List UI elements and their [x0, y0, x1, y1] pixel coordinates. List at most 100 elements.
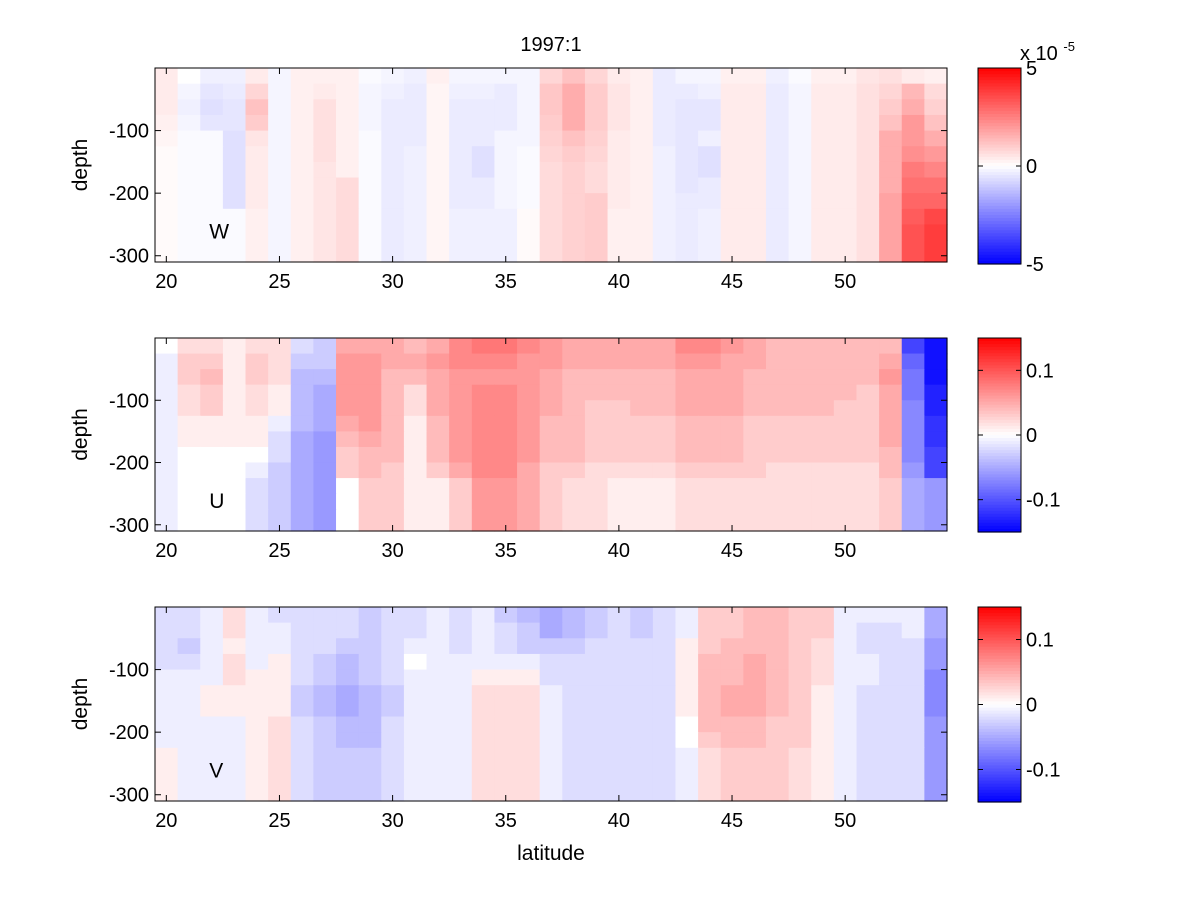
- heatmap-cell-u: [811, 446, 835, 464]
- heatmap-cell-u: [449, 446, 473, 464]
- colorbar-step-u: [978, 365, 1021, 369]
- heatmap-cell-v: [811, 716, 835, 733]
- heatmap-cell-u: [539, 493, 563, 510]
- colorbar-step-w: [978, 89, 1021, 94]
- colorbar-step-w: [978, 147, 1021, 152]
- colorbar-step-v: [978, 792, 1021, 797]
- heatmap-cell-w: [811, 83, 835, 100]
- heatmap-cell-w: [222, 83, 247, 100]
- heatmap-cell-u: [155, 462, 179, 479]
- heatmap-cell-w: [879, 177, 903, 194]
- heatmap-cell-w: [426, 161, 450, 179]
- heatmap-cell-v: [539, 638, 563, 655]
- colorbar-step-u: [978, 371, 1021, 375]
- colorbar-step-v: [978, 795, 1021, 800]
- heatmap-cell-u: [675, 446, 699, 464]
- panel-label-u: U: [209, 490, 224, 513]
- heatmap-cell-u: [177, 431, 201, 448]
- heatmap-cell-v: [222, 779, 247, 802]
- heatmap-cell-w: [833, 224, 858, 241]
- heatmap-cell-u: [630, 462, 654, 479]
- heatmap-cell-u: [562, 353, 586, 370]
- colorbar-step-v: [978, 725, 1021, 730]
- heatmap-cell-w: [720, 161, 744, 179]
- colorbar-step-v: [978, 759, 1021, 763]
- heatmap-cell-w: [833, 177, 858, 194]
- heatmap-cell-v: [901, 622, 925, 639]
- heatmap-cell-u: [765, 446, 790, 464]
- heatmap-cell-w: [336, 83, 360, 100]
- heatmap-cell-w: [290, 161, 314, 179]
- heatmap-cell-w: [358, 240, 382, 263]
- heatmap-cell-v: [539, 779, 563, 802]
- heatmap-cell-u: [879, 400, 903, 417]
- heatmap-cell-w: [562, 208, 586, 226]
- heatmap-cell-w: [652, 68, 677, 85]
- heatmap-cell-u: [313, 462, 337, 479]
- heatmap-cell-u: [313, 431, 337, 448]
- heatmap-cell-v: [652, 622, 677, 639]
- heatmap-cell-u: [222, 400, 247, 417]
- heatmap-cell-w: [788, 130, 812, 147]
- heatmap-cell-u: [765, 493, 790, 510]
- colorbar-tick-label-w: 0: [1026, 156, 1037, 178]
- heatmap-cell-u: [381, 431, 405, 448]
- colorbar-step-w: [978, 230, 1021, 234]
- heatmap-cell-w: [177, 224, 201, 241]
- heatmap-cell-w: [675, 224, 699, 241]
- heatmap-cell-w: [765, 193, 790, 210]
- heatmap-cell-w: [381, 224, 405, 241]
- heatmap-cell-v: [426, 669, 450, 686]
- x-tick-label-w: 50: [834, 271, 856, 293]
- heatmap-cell-w: [222, 224, 247, 241]
- heatmap-cell-v: [358, 716, 382, 733]
- heatmap-cell-u: [245, 462, 269, 479]
- x-tick-label-v: 45: [721, 810, 743, 832]
- heatmap-cell-w: [358, 208, 382, 226]
- heatmap-cell-w: [155, 130, 179, 147]
- heatmap-cell-v: [200, 700, 224, 718]
- heatmap-cell-u: [471, 369, 496, 386]
- heatmap-cell-v: [765, 653, 790, 671]
- heatmap-cell-v: [879, 638, 903, 655]
- heatmap-cell-v: [698, 685, 722, 702]
- heatmap-cell-w: [630, 99, 654, 116]
- heatmap-cell-w: [539, 146, 563, 163]
- colorbar-step-v: [978, 738, 1021, 742]
- heatmap-cell-u: [607, 353, 631, 370]
- colorbar-step-v: [978, 707, 1021, 712]
- colorbar-step-u: [978, 380, 1021, 385]
- heatmap-cell-w: [200, 161, 224, 179]
- heatmap-cell-u: [155, 493, 179, 510]
- heatmap-cell-w: [449, 146, 473, 163]
- heatmap-cell-w: [811, 130, 835, 147]
- heatmap-cell-v: [403, 747, 428, 765]
- colorbar-step-w: [978, 175, 1021, 179]
- heatmap-cell-v: [245, 700, 269, 718]
- heatmap-cell-u: [765, 415, 790, 432]
- heatmap-cell-v: [403, 653, 428, 671]
- heatmap-cell-w: [517, 68, 541, 85]
- colorbar-step-u: [978, 492, 1021, 497]
- heatmap-cell-u: [765, 384, 790, 401]
- heatmap-cell-v: [358, 763, 382, 780]
- heatmap-cell-u: [562, 415, 586, 432]
- heatmap-cell-u: [517, 369, 541, 386]
- heatmap-cell-u: [268, 338, 292, 355]
- heatmap-cell-w: [222, 208, 247, 226]
- heatmap-cell-v: [336, 732, 360, 749]
- heatmap-cell-u: [358, 369, 382, 386]
- heatmap-cell-u: [607, 415, 631, 432]
- heatmap-cell-u: [607, 509, 631, 532]
- heatmap-cell-w: [743, 224, 767, 241]
- colorbar-step-v: [978, 670, 1021, 675]
- heatmap-cell-w: [788, 161, 812, 179]
- heatmap-cell-v: [222, 763, 247, 780]
- heatmap-cell-v: [856, 607, 880, 624]
- heatmap-cell-u: [245, 338, 269, 355]
- heatmap-cell-w: [403, 99, 428, 116]
- heatmap-cell-u: [471, 462, 496, 479]
- colorbar-step-v: [978, 631, 1021, 636]
- colorbar-v: [977, 606, 1022, 803]
- heatmap-cell-w: [607, 130, 631, 147]
